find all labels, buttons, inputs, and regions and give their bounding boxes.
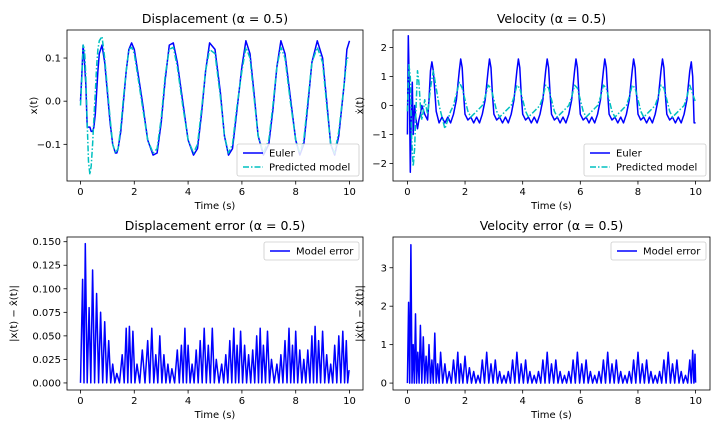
y-axis-label: |ẋ(t) − ẋ̂(t)| <box>354 285 366 342</box>
axes-frame <box>66 29 364 182</box>
x-tick-label: 4 <box>185 396 191 407</box>
y-tick-label: −2 <box>372 159 387 170</box>
x-tick-label: 6 <box>239 396 245 407</box>
legend-box <box>610 241 707 261</box>
chart-panel-2: 0 2 4 6 8 10 −2 −1 0 1 2 Velocity (α = 0.5) Time (s)… <box>355 11 711 212</box>
y-tick-label: −0.1 <box>37 140 61 151</box>
y-tick-label: 0 <box>381 101 387 112</box>
y-tick-label: 0.150 <box>32 237 61 248</box>
chart-title: Displacement (α = 0.5) <box>142 11 288 26</box>
x-tick-label: 8 <box>293 187 299 198</box>
y-axis-label: ẋ(t) <box>355 97 366 115</box>
chart-panel-4: 0 2 4 6 8 10 0 1 2 3 Velocity error (α = 0.5) Time … <box>354 218 711 421</box>
series-line-2 <box>79 35 350 176</box>
series-line-1 <box>79 242 351 384</box>
x-tick-label: 2 <box>462 396 468 407</box>
x-tick-label: 8 <box>635 187 641 198</box>
legend-box <box>263 241 360 261</box>
y-tick-label: 1 <box>381 340 387 351</box>
x-tick-label: 8 <box>635 396 641 407</box>
series-line-1 <box>406 35 696 174</box>
legend-label: Euler <box>269 149 296 160</box>
y-tick-label: 2 <box>381 302 387 313</box>
x-axis-label: Time (s) <box>194 410 236 421</box>
legend-label: Predicted model <box>269 163 350 174</box>
x-axis-label: Time (s) <box>530 201 572 212</box>
series-line-2 <box>406 64 697 168</box>
x-axis-label: Time (s) <box>194 201 236 212</box>
x-tick-label: 10 <box>689 187 702 198</box>
x-axis-label: Time (s) <box>530 410 572 421</box>
x-tick-label: 0 <box>77 187 83 198</box>
legend: Model error <box>263 241 360 261</box>
y-tick-label: 0.050 <box>32 331 61 342</box>
x-tick-label: 0 <box>404 187 410 198</box>
y-tick-label: 0 <box>381 379 387 390</box>
legend-label: Model error <box>296 247 354 258</box>
x-tick-label: 4 <box>185 187 191 198</box>
y-tick-label: 2 <box>381 43 387 54</box>
legend-box <box>236 143 360 177</box>
y-tick-label: 0.100 <box>32 284 61 295</box>
x-tick-label: 10 <box>343 396 356 407</box>
legend-label: Model error <box>643 247 701 258</box>
chart-panel-1: 0 2 4 6 8 10 −0.1 0.0 0.1 Displacement (α = 0.5) T… <box>29 11 364 212</box>
x-tick-label: 10 <box>689 396 702 407</box>
x-tick-label: 2 <box>131 396 137 407</box>
y-tick-label: 3 <box>381 263 387 274</box>
axes-frame <box>66 236 364 391</box>
chart-title: Displacement error (α = 0.5) <box>125 218 305 233</box>
x-tick-label: 4 <box>519 187 525 198</box>
x-tick-label: 6 <box>577 396 583 407</box>
x-tick-label: 0 <box>77 396 83 407</box>
chart-title: Velocity error (α = 0.5) <box>480 218 624 233</box>
legend-label: Predicted model <box>616 163 697 174</box>
y-tick-label: 0.125 <box>32 261 61 272</box>
x-tick-label: 6 <box>577 187 583 198</box>
y-tick-label: 0.000 <box>32 378 61 389</box>
y-tick-label: −1 <box>372 130 387 141</box>
legend: Euler Predicted model <box>236 143 360 177</box>
y-tick-label: 0.025 <box>32 355 61 366</box>
x-tick-label: 2 <box>462 187 468 198</box>
legend: Euler Predicted model <box>583 143 707 177</box>
chart-title: Velocity (α = 0.5) <box>497 11 606 26</box>
x-tick-label: 4 <box>519 396 525 407</box>
y-tick-label: 0.075 <box>32 308 61 319</box>
chart-panel-3: 0 2 4 6 8 10 0.000 0.025 0.050 0.075 0.100 0.125 0.1… <box>8 218 364 421</box>
y-tick-label: 1 <box>381 72 387 83</box>
legend-box <box>583 143 707 177</box>
x-tick-label: 10 <box>343 187 356 198</box>
axes-frame <box>392 236 711 391</box>
series-line-1 <box>406 243 697 384</box>
y-tick-label: 0.0 <box>45 97 61 108</box>
y-tick-label: 0.1 <box>45 54 61 65</box>
x-tick-label: 8 <box>293 396 299 407</box>
legend-label: Euler <box>616 149 643 160</box>
x-tick-label: 2 <box>131 187 137 198</box>
y-axis-label: |x(t) − x̂(t)| <box>8 285 20 342</box>
legend: Model error <box>610 241 707 261</box>
x-tick-label: 0 <box>404 396 410 407</box>
x-tick-label: 6 <box>239 187 245 198</box>
y-axis-label: x(t) <box>29 97 40 115</box>
